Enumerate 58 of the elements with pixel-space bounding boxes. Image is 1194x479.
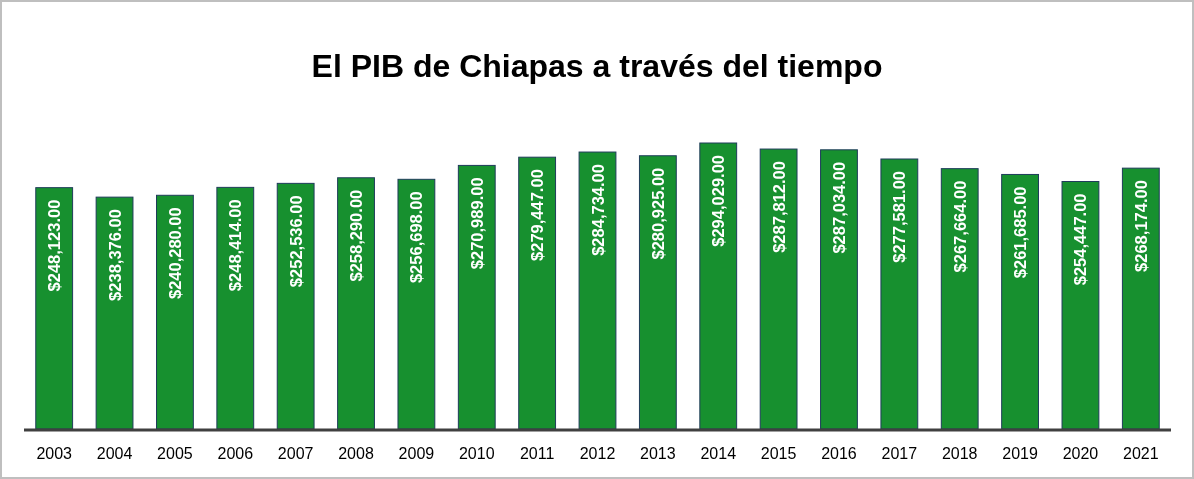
x-tick-label: 2013 [640, 445, 676, 462]
data-label: $258,290.00 [347, 189, 366, 282]
x-tick-label: 2005 [157, 445, 193, 462]
bar [518, 156, 557, 430]
x-tick-label: 2015 [760, 445, 797, 462]
x-tick-label: 2004 [96, 445, 133, 462]
x-tick-label: 2021 [1123, 445, 1159, 462]
data-label: $277,581.00 [890, 171, 909, 263]
data-label: $268,174.00 [1131, 180, 1150, 272]
bar [216, 186, 255, 430]
x-tick-label: 2020 [1062, 445, 1099, 462]
data-label: $267,664.00 [950, 180, 969, 273]
bar [880, 158, 919, 430]
x-tick-label: 2003 [36, 445, 73, 462]
bar [759, 148, 798, 430]
x-tick-label: 2011 [519, 445, 555, 462]
data-label: $294,029.00 [709, 155, 728, 247]
data-label: $287,812.00 [769, 161, 788, 253]
data-label: $252,536.00 [286, 195, 305, 288]
bar [457, 164, 496, 430]
bar [1001, 173, 1039, 430]
data-label: $284,734.00 [588, 164, 607, 256]
bar [1061, 181, 1100, 430]
x-tick-label: 2014 [700, 445, 737, 462]
x-tick-label: 2010 [458, 445, 495, 462]
chart-title: El PIB de Chiapas a través del tiempo [311, 48, 883, 84]
bar [578, 151, 617, 430]
bar [95, 196, 134, 430]
bar [276, 182, 315, 430]
x-tick-label: 2006 [217, 445, 254, 462]
x-tick-label: 2007 [277, 445, 314, 462]
data-label: $256,698.00 [407, 191, 426, 284]
data-label: $270,989.00 [467, 177, 486, 270]
data-label: $261,685.00 [1011, 186, 1030, 279]
x-tick-label: 2009 [398, 445, 435, 462]
x-tick-label: 2016 [821, 445, 857, 462]
data-label: $279,447.00 [528, 169, 547, 261]
data-label: $287,034.00 [829, 161, 848, 254]
data-label: $248,414.00 [226, 199, 245, 292]
x-tick-label: 2019 [1002, 445, 1038, 462]
data-label: $248,123.00 [45, 199, 64, 292]
data-label: $280,925.00 [648, 167, 667, 260]
bar [397, 178, 436, 430]
data-label: $238,376.00 [105, 209, 124, 301]
bar [156, 194, 194, 430]
bar [35, 187, 74, 430]
x-tick-label: 2008 [338, 445, 374, 462]
x-tick-label: 2018 [941, 445, 978, 462]
bar [1121, 167, 1160, 430]
bar [638, 155, 677, 430]
x-tick-label: 2017 [881, 445, 918, 462]
bar [940, 168, 979, 430]
bar [820, 149, 858, 430]
bar [337, 177, 375, 430]
data-label: $240,280.00 [165, 207, 184, 300]
bar [699, 142, 738, 430]
data-label: $254,447.00 [1071, 193, 1090, 286]
x-tick-label: 2012 [579, 445, 616, 462]
